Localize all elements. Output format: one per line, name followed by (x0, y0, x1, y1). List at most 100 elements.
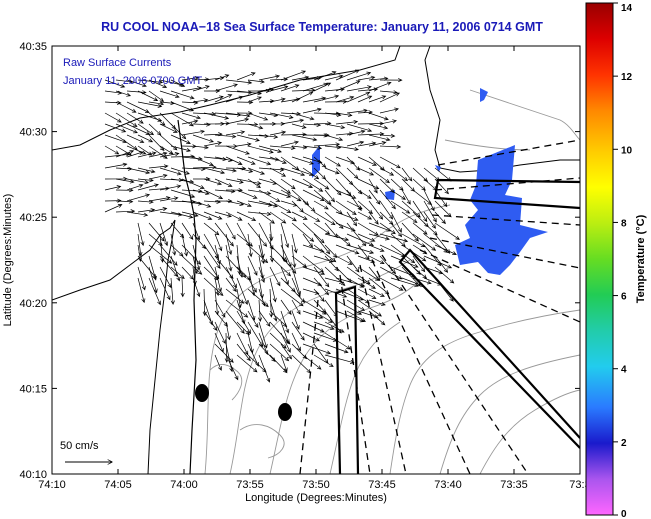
current-vector (247, 123, 264, 130)
current-vector (346, 140, 365, 147)
current-vector (225, 321, 231, 341)
current-vector (280, 70, 307, 81)
current-vector (291, 134, 318, 142)
current-vector (434, 277, 454, 302)
current-vector (390, 266, 416, 278)
current-vector (423, 255, 453, 269)
current-vector (434, 244, 457, 255)
current-vector (181, 178, 205, 189)
current-vector (203, 112, 230, 120)
current-vector (346, 167, 359, 180)
colorbar (585, 2, 614, 516)
current-vector (357, 222, 379, 236)
current-vector (280, 167, 306, 177)
map-area (52, 46, 580, 474)
current-vector (379, 92, 401, 103)
current-vector (324, 233, 350, 242)
current-vector (192, 156, 214, 166)
current-vector (236, 72, 256, 81)
current-vector (159, 184, 182, 191)
current-vector (269, 130, 287, 136)
current-vector (269, 244, 288, 263)
current-vector (401, 244, 427, 262)
current-vector (203, 178, 222, 186)
current-vector (379, 211, 394, 225)
current-vector (412, 266, 428, 279)
current-vector (423, 277, 443, 286)
current-vector (137, 90, 159, 101)
current-vector (236, 266, 251, 281)
current-vector (247, 321, 264, 348)
current-vector (280, 178, 296, 190)
current-vector (159, 266, 172, 289)
current-vector (379, 156, 401, 169)
current-vector (236, 255, 244, 278)
current-vector (148, 112, 166, 126)
radar-site-2 (278, 403, 292, 421)
current-vector (148, 207, 168, 213)
current-vector (357, 141, 377, 147)
current-vector (126, 112, 144, 124)
current-vector (324, 156, 341, 167)
current-vector (247, 222, 268, 247)
current-vector (115, 123, 138, 134)
current-vector (368, 277, 390, 295)
current-vector (302, 167, 320, 180)
current-vector (368, 255, 385, 264)
current-vector (137, 145, 153, 156)
current-vector (225, 354, 239, 381)
current-vector (291, 75, 310, 81)
current-vector (324, 277, 344, 284)
current-vector (115, 199, 134, 204)
x-tick-label: 74:10 (38, 479, 66, 491)
current-vector (346, 255, 360, 273)
current-vector (357, 288, 377, 299)
current-vector (192, 189, 210, 196)
current-vector (126, 193, 151, 202)
current-vector (225, 266, 237, 289)
current-vector (401, 211, 418, 223)
current-vector (280, 354, 288, 373)
current-vector (346, 310, 367, 322)
current-vector (434, 233, 451, 254)
current-vector (335, 69, 360, 81)
current-vector (291, 244, 297, 269)
current-vector (423, 167, 441, 182)
current-vector (225, 310, 245, 334)
current-vector (379, 119, 397, 125)
colorbar-tick-label: 12 (621, 72, 633, 83)
current-vector (258, 74, 280, 81)
current-vector (390, 244, 416, 264)
current-vector (269, 156, 287, 164)
current-vector (346, 211, 358, 227)
current-vector (313, 71, 337, 81)
current-vector (313, 310, 333, 323)
current-vector (313, 156, 327, 168)
current-vector (159, 222, 169, 247)
current-vector (126, 167, 151, 175)
current-vector (269, 343, 290, 362)
current-vector (159, 233, 165, 263)
current-vector (379, 90, 398, 95)
current-vector (313, 200, 329, 210)
current-vector (181, 112, 201, 120)
x-tick-label: 73:35 (500, 479, 528, 491)
current-vector (225, 156, 243, 165)
current-vector (137, 277, 146, 304)
current-vector (214, 83, 238, 92)
current-vector (357, 178, 380, 190)
current-vector (291, 255, 308, 268)
current-vector (236, 321, 250, 336)
current-vector (313, 321, 335, 330)
current-vector (192, 122, 211, 127)
coastline-peninsula (177, 119, 197, 474)
x-tick-label: 73:55 (236, 479, 264, 491)
current-vector (170, 167, 190, 175)
current-vector (104, 176, 128, 181)
current-vector (203, 277, 224, 297)
current-vector (390, 167, 409, 182)
current-vector (346, 178, 363, 195)
current-vector (368, 266, 381, 282)
x-tick-label: 73:3 (569, 479, 590, 491)
current-vector (291, 178, 314, 189)
